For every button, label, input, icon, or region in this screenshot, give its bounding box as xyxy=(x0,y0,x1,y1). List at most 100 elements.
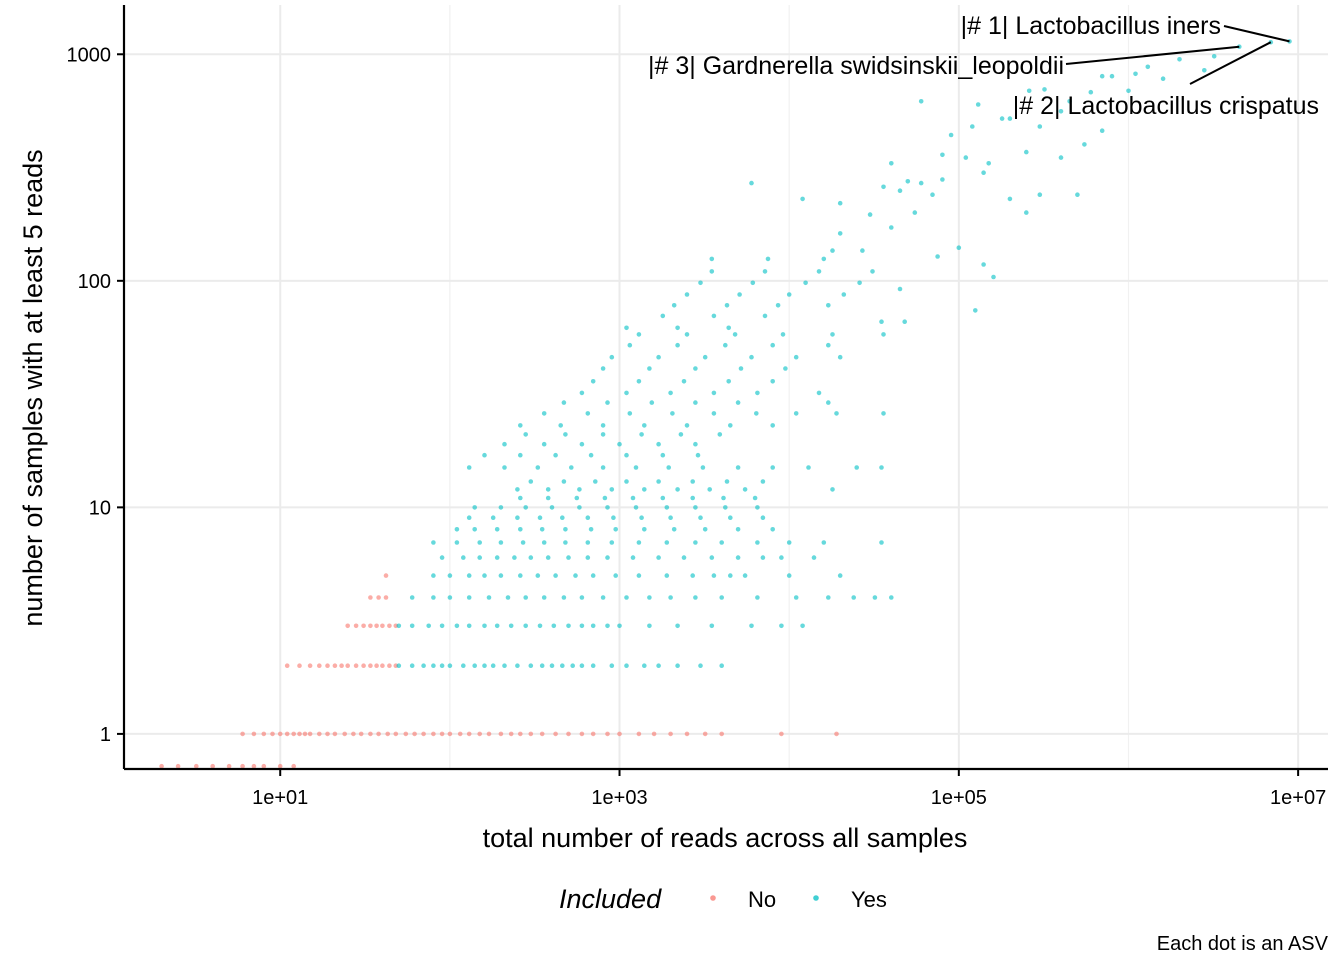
point-yes xyxy=(523,505,528,510)
point-yes xyxy=(872,595,878,600)
point-yes xyxy=(779,555,784,560)
point-yes xyxy=(1099,73,1105,79)
point-yes xyxy=(570,663,575,668)
point-yes xyxy=(486,595,492,600)
point-no xyxy=(498,731,504,737)
point-yes xyxy=(698,515,703,520)
point-no xyxy=(325,663,330,668)
point-no xyxy=(651,731,657,737)
point-yes xyxy=(535,573,541,578)
legend-key-no xyxy=(710,895,716,901)
point-yes xyxy=(752,495,758,501)
point-yes xyxy=(472,663,478,668)
y-tick-label: 100 xyxy=(78,271,111,293)
point-yes xyxy=(975,102,981,107)
point-yes xyxy=(563,540,568,545)
point-yes xyxy=(826,400,831,405)
point-yes xyxy=(749,354,754,360)
point-yes xyxy=(396,663,402,668)
point-yes xyxy=(675,623,680,629)
point-yes xyxy=(841,292,847,297)
point-no xyxy=(332,731,338,737)
point-no xyxy=(361,663,366,668)
point-yes xyxy=(1126,88,1131,94)
point-yes xyxy=(585,540,591,545)
point-yes xyxy=(656,354,661,360)
point-yes xyxy=(783,366,788,371)
point-no xyxy=(684,731,690,737)
point-yes xyxy=(461,663,466,668)
point-yes xyxy=(439,663,445,668)
point-no xyxy=(605,731,610,737)
point-yes xyxy=(649,400,655,405)
point-yes xyxy=(786,540,792,545)
point-yes xyxy=(693,505,698,510)
point-yes xyxy=(588,452,594,458)
point-yes xyxy=(693,400,698,405)
point-yes xyxy=(834,411,839,416)
point-no xyxy=(317,731,322,737)
point-yes xyxy=(867,212,873,217)
point-yes xyxy=(826,342,831,348)
point-no xyxy=(383,573,389,578)
point-no xyxy=(302,731,308,737)
point-yes xyxy=(579,623,585,629)
point-yes xyxy=(860,248,865,253)
point-yes xyxy=(590,573,596,578)
y-tick-label: 1 xyxy=(100,724,111,746)
point-yes xyxy=(600,366,606,371)
point-yes xyxy=(426,623,432,629)
point-yes xyxy=(605,555,610,560)
point-yes xyxy=(709,256,715,262)
point-no xyxy=(383,595,389,600)
point-yes xyxy=(902,319,907,325)
point-no xyxy=(277,763,283,769)
point-yes xyxy=(707,487,712,492)
point-yes xyxy=(636,379,642,384)
point-yes xyxy=(590,623,596,629)
point-no xyxy=(553,731,558,737)
point-yes xyxy=(439,555,445,560)
point-yes xyxy=(721,495,726,501)
point-yes xyxy=(553,452,558,458)
point-no xyxy=(457,731,463,737)
point-yes xyxy=(639,432,644,437)
point-no xyxy=(353,623,359,629)
point-no xyxy=(226,763,232,769)
point-yes xyxy=(518,573,523,578)
point-yes xyxy=(466,623,472,629)
point-no xyxy=(342,731,348,737)
point-no xyxy=(353,663,359,668)
point-yes xyxy=(535,465,541,470)
point-yes xyxy=(816,269,822,274)
point-yes xyxy=(600,465,606,470)
point-yes xyxy=(409,663,415,668)
point-no xyxy=(380,663,385,668)
point-yes xyxy=(439,623,445,629)
point-no xyxy=(579,731,585,737)
axis-ticks: 1e+01 1e+03 1e+05 1e+07 1 10 100 1000 xyxy=(67,44,1327,809)
point-yes xyxy=(986,161,991,166)
point-yes xyxy=(830,487,835,492)
point-yes xyxy=(879,465,884,470)
point-yes xyxy=(560,515,565,520)
point-yes xyxy=(889,595,894,600)
x-tick-label: 1e+07 xyxy=(1270,787,1326,809)
point-no xyxy=(466,731,472,737)
point-no xyxy=(351,731,356,737)
point-yes xyxy=(973,308,978,313)
point-yes xyxy=(541,411,547,416)
point-no xyxy=(368,623,373,629)
point-yes xyxy=(585,555,591,560)
point-yes xyxy=(466,573,472,578)
point-yes xyxy=(800,196,805,202)
point-yes xyxy=(585,515,591,520)
point-yes xyxy=(690,479,695,484)
point-yes xyxy=(837,200,843,206)
point-no xyxy=(317,663,322,668)
point-yes xyxy=(528,555,534,560)
point-yes xyxy=(447,573,453,578)
point-no xyxy=(345,623,351,629)
point-yes xyxy=(656,441,661,447)
point-yes xyxy=(561,400,567,405)
